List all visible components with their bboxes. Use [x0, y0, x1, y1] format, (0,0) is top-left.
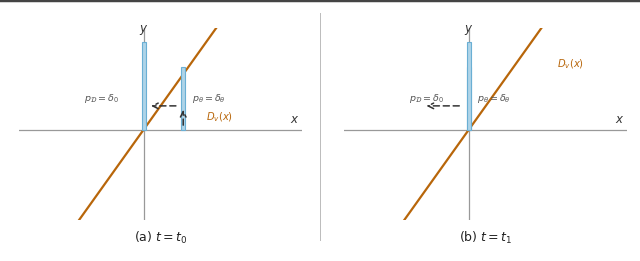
Text: $y$: $y$: [464, 23, 474, 37]
Text: $x$: $x$: [615, 113, 625, 126]
Bar: [141, 42, 146, 130]
Text: $y$: $y$: [139, 23, 148, 37]
Text: $p_{\mathcal{D}} = \delta_0$: $p_{\mathcal{D}} = \delta_0$: [409, 92, 444, 105]
Text: $D_v(x)$: $D_v(x)$: [206, 110, 233, 124]
Bar: [467, 42, 471, 130]
Text: (a) $t = t_0$: (a) $t = t_0$: [134, 230, 188, 246]
Text: $p_\theta = \delta_\theta$: $p_\theta = \delta_\theta$: [192, 92, 225, 105]
Text: (b) $t = t_1$: (b) $t = t_1$: [459, 230, 513, 246]
Text: $x$: $x$: [290, 113, 299, 126]
Text: $D_v(x)$: $D_v(x)$: [557, 58, 584, 72]
Bar: [467, 67, 471, 130]
Text: $p_\theta = \delta_\theta$: $p_\theta = \delta_\theta$: [477, 92, 511, 105]
Text: $p_{\mathcal{D}} = \delta_0$: $p_{\mathcal{D}} = \delta_0$: [84, 92, 118, 105]
Bar: [181, 67, 185, 130]
